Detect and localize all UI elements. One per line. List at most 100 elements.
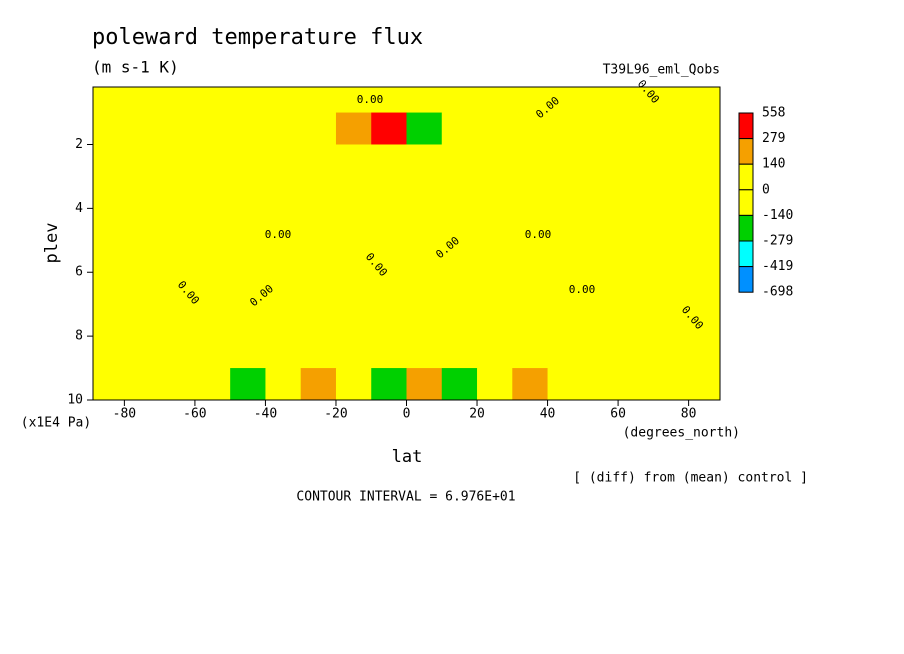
- cell: [159, 176, 196, 209]
- cell: [93, 87, 125, 114]
- cell: [512, 87, 549, 114]
- cell: [618, 87, 654, 114]
- cell: [406, 368, 443, 401]
- cell: [230, 304, 266, 337]
- cell: [618, 336, 654, 369]
- cell: [194, 272, 231, 305]
- cell: [300, 208, 337, 241]
- cell: [477, 240, 513, 273]
- cell: [230, 144, 266, 177]
- cell: [335, 368, 372, 401]
- cell: [230, 208, 266, 241]
- cell: [335, 87, 372, 114]
- cell: [618, 240, 654, 273]
- cell: [371, 208, 407, 241]
- cell: [335, 304, 372, 337]
- cell: [688, 368, 721, 401]
- x-tick-label: 80: [681, 407, 697, 422]
- cell: [93, 112, 125, 145]
- cell: [406, 208, 443, 241]
- cell: [124, 176, 161, 209]
- cell: [512, 240, 549, 273]
- note: [ (diff) from (mean) control ]: [573, 471, 808, 486]
- cell: [230, 87, 266, 114]
- run-label: T39L96_eml_Qobs: [603, 63, 720, 78]
- cell: [93, 176, 125, 209]
- cell: [230, 272, 266, 305]
- cell: [547, 368, 584, 401]
- cell: [582, 336, 619, 369]
- x-tick-label: -20: [324, 407, 347, 422]
- x-tick-label: -80: [113, 407, 136, 422]
- cell: [477, 272, 513, 305]
- cell: [230, 176, 266, 209]
- cell: [688, 112, 721, 145]
- cell: [618, 208, 654, 241]
- cell: [582, 144, 619, 177]
- cell: [547, 176, 584, 209]
- cell: [335, 176, 372, 209]
- cell: [547, 336, 584, 369]
- cell: [371, 368, 407, 401]
- cell: [335, 144, 372, 177]
- cell: [512, 112, 549, 145]
- cell: [124, 144, 161, 177]
- contour-label: 0.00: [265, 228, 292, 241]
- chart-subtitle: (m s-1 K): [92, 58, 179, 77]
- colorbar-box: [738, 189, 754, 216]
- cell: [512, 144, 549, 177]
- cell: [618, 112, 654, 145]
- cell: [230, 368, 266, 401]
- cell: [300, 112, 337, 145]
- cell: [477, 368, 513, 401]
- cell: [406, 304, 443, 337]
- cell: [335, 272, 372, 305]
- cell: [300, 240, 337, 273]
- cell: [406, 144, 443, 177]
- cell: [688, 336, 721, 369]
- y-tick-label: 8: [75, 329, 83, 344]
- cell: [653, 208, 690, 241]
- chart-title: poleward temperature flux: [92, 25, 423, 50]
- cell: [371, 87, 407, 114]
- cell: [441, 208, 478, 241]
- cell: [547, 87, 584, 114]
- footer: CONTOUR INTERVAL = 6.976E+01: [296, 490, 515, 505]
- cell: [406, 112, 443, 145]
- colorbar-label: -698: [762, 285, 793, 300]
- cell: [371, 112, 407, 145]
- cell: [93, 144, 125, 177]
- cell: [441, 176, 478, 209]
- cell: [124, 368, 161, 401]
- cell: [93, 240, 125, 273]
- cell: [265, 176, 302, 209]
- cell: [371, 272, 407, 305]
- cell: [371, 144, 407, 177]
- cell: [93, 336, 125, 369]
- cell: [159, 368, 196, 401]
- cell: [512, 208, 549, 241]
- cell: [93, 368, 125, 401]
- cell: [159, 112, 196, 145]
- cell: [688, 304, 721, 337]
- cell: [300, 144, 337, 177]
- cell: [159, 304, 196, 337]
- cell: [477, 112, 513, 145]
- cell: [688, 208, 721, 241]
- colorbar-box: [738, 163, 754, 191]
- cell: [441, 87, 478, 114]
- cell: [688, 272, 721, 305]
- cell: [547, 304, 584, 337]
- cell: [406, 240, 443, 273]
- x-tick-label: 0: [403, 407, 411, 422]
- cell: [300, 176, 337, 209]
- y-axis-label: plev: [42, 223, 62, 264]
- cell: [653, 176, 690, 209]
- cell: [653, 368, 690, 401]
- cell: [582, 87, 619, 114]
- cell: [300, 272, 337, 305]
- cell: [406, 176, 443, 209]
- cell: [547, 112, 584, 145]
- cell: [653, 336, 690, 369]
- cell: [230, 112, 266, 145]
